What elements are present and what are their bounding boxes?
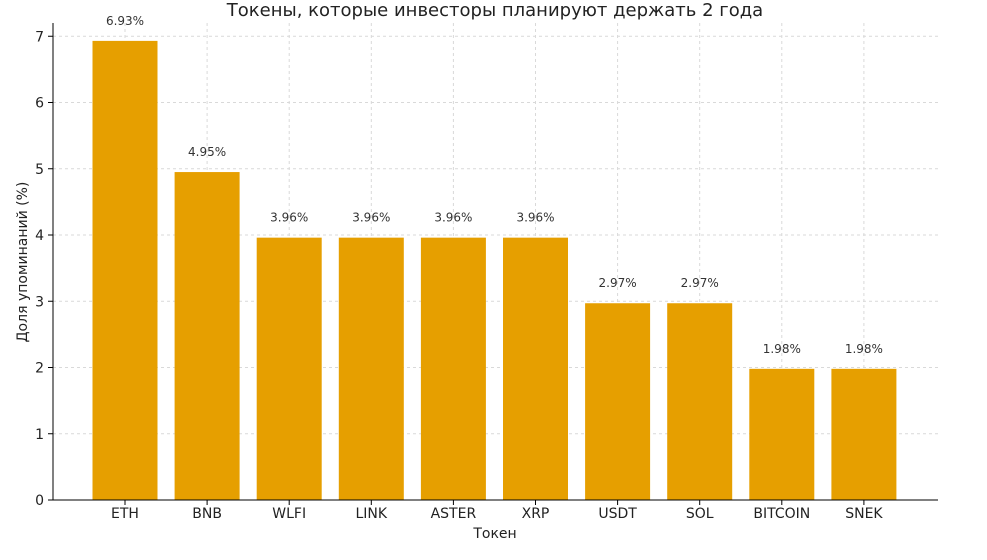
- bars: [92, 40, 897, 500]
- y-tick-label: 2: [35, 361, 44, 377]
- bar-bnb: [174, 172, 240, 500]
- data-label-bitcoin: 1.98%: [763, 342, 801, 356]
- y-tick-label: 4: [35, 228, 44, 244]
- x-tick-label: SNEK: [845, 506, 883, 522]
- data-label-aster: 3.96%: [434, 211, 472, 225]
- data-label-xrp: 3.96%: [516, 211, 554, 225]
- chart-title: Токены, которые инвесторы планируют держ…: [226, 0, 763, 21]
- bar-sol: [667, 303, 733, 500]
- data-label-bnb: 4.95%: [188, 145, 226, 159]
- data-label-snek: 1.98%: [845, 342, 883, 356]
- bar-eth: [92, 40, 158, 500]
- data-label-eth: 6.93%: [106, 14, 144, 28]
- bar-wlfi: [256, 237, 322, 500]
- y-tick-label: 0: [35, 493, 44, 509]
- data-label-sol: 2.97%: [681, 276, 719, 290]
- bar-aster: [420, 237, 486, 500]
- bar-snek: [831, 368, 897, 500]
- bar-link: [338, 237, 404, 500]
- x-tick-label: XRP: [522, 506, 550, 522]
- bar-usdt: [585, 303, 651, 500]
- data-label-wlfi: 3.96%: [270, 211, 308, 225]
- x-tick-label: BITCOIN: [753, 506, 810, 522]
- x-tick-label: SOL: [686, 506, 714, 522]
- y-axis-title: Доля упоминаний (%): [15, 182, 31, 343]
- data-labels: 6.93% 4.95% 3.96% 3.96% 3.96% 3.96% 2.97% 2.97%…: [106, 14, 883, 356]
- bar-xrp: [503, 237, 568, 500]
- data-label-usdt: 2.97%: [599, 276, 637, 290]
- y-tick-label: 5: [35, 162, 44, 178]
- x-axis-title: Токен: [472, 526, 516, 542]
- x-tick-label: LINK: [356, 506, 388, 522]
- axes: 0 1 2 3 4 5 6 7 ETH BNB WLFI LINK ASTER XRP USDT SOL BIT…: [35, 23, 938, 522]
- y-tick-label: 7: [35, 29, 44, 45]
- x-tick-label: WLFI: [272, 506, 306, 522]
- x-tick-label: BNB: [192, 506, 222, 522]
- data-label-link: 3.96%: [352, 211, 390, 225]
- x-tick-label: ASTER: [431, 506, 477, 522]
- bar-bitcoin: [749, 368, 815, 500]
- x-tick-label: ETH: [111, 506, 139, 522]
- x-tick-label: USDT: [598, 506, 637, 522]
- y-tick-label: 3: [35, 294, 44, 310]
- y-tick-label: 1: [35, 427, 44, 443]
- y-tick-label: 6: [35, 96, 44, 112]
